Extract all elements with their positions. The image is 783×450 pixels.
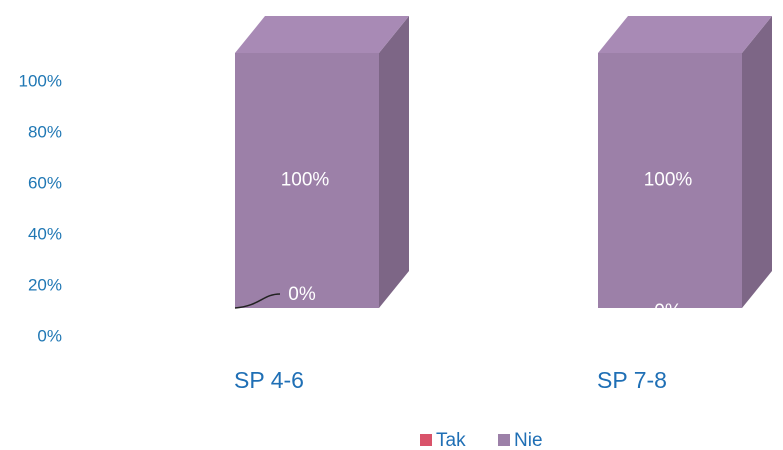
y-tick-label: 40% [28,224,62,243]
y-tick-label: 100% [19,71,62,90]
data-label: 100% [644,170,693,191]
bar-side [742,16,772,308]
data-label: 0% [288,284,316,305]
legend-label: Tak [436,430,466,450]
bar-front [598,53,742,308]
legend-swatch [420,434,432,446]
data-label: 0% [654,301,682,322]
bar-top [598,16,772,53]
y-tick-label: 0% [37,326,62,345]
y-tick-label: 80% [28,122,62,141]
y-tick-label: 60% [28,173,62,192]
bar-top [235,16,409,53]
bar-front [235,53,379,308]
x-tick-label: SP 4-6 [234,367,304,393]
leader-line [234,293,281,309]
bar-segment [598,16,772,308]
legend-swatch [498,434,510,446]
y-tick-label: 20% [28,275,62,294]
legend-label: Nie [514,430,543,450]
data-label: 100% [281,170,330,191]
bar-segment [235,16,409,308]
x-tick-label: SP 7-8 [597,367,667,393]
bar-side [379,16,409,308]
